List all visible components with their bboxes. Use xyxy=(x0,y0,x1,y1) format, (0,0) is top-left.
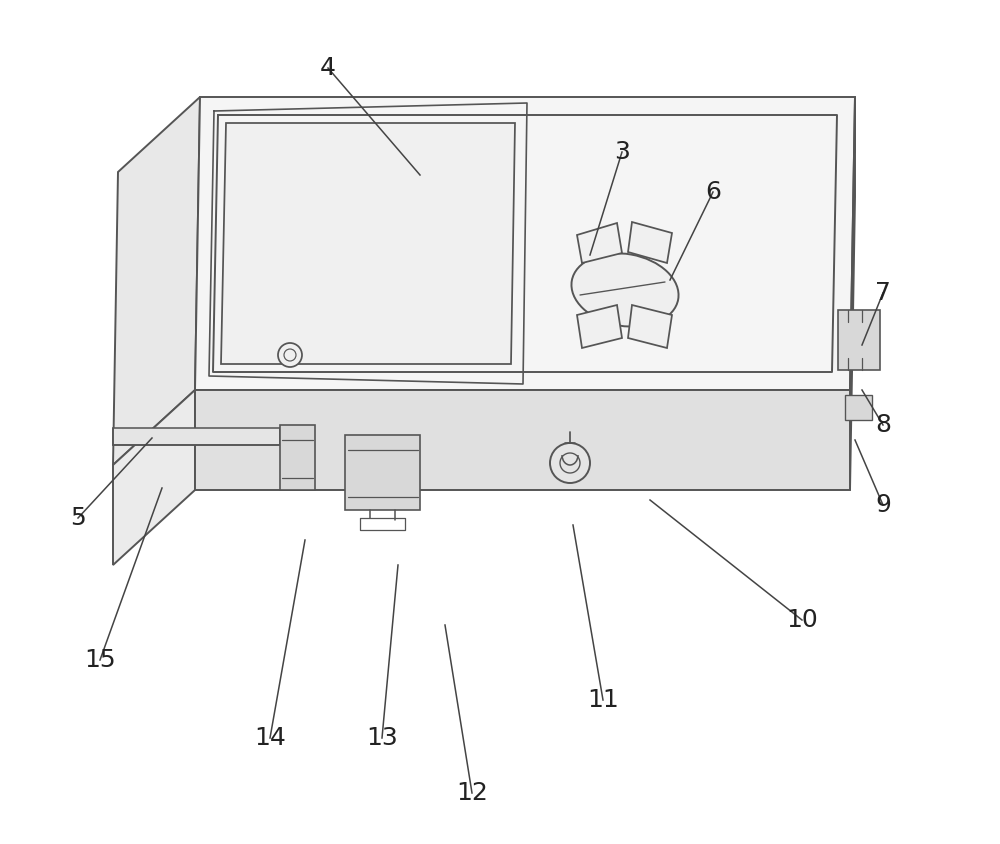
Text: 6: 6 xyxy=(705,180,721,204)
Polygon shape xyxy=(577,305,622,348)
Polygon shape xyxy=(628,305,672,348)
Polygon shape xyxy=(838,310,880,370)
Polygon shape xyxy=(280,425,315,490)
Polygon shape xyxy=(113,97,200,465)
Text: 5: 5 xyxy=(70,506,86,530)
Text: 12: 12 xyxy=(456,781,488,805)
Circle shape xyxy=(550,443,590,483)
Polygon shape xyxy=(850,97,855,490)
Text: 3: 3 xyxy=(614,140,630,164)
Polygon shape xyxy=(628,222,672,263)
Polygon shape xyxy=(577,223,622,263)
Text: 4: 4 xyxy=(320,56,336,80)
Text: 11: 11 xyxy=(587,688,619,712)
Polygon shape xyxy=(221,123,515,364)
Text: 9: 9 xyxy=(875,493,891,517)
Circle shape xyxy=(278,343,302,367)
Text: 14: 14 xyxy=(254,726,286,750)
Text: 10: 10 xyxy=(786,608,818,632)
Ellipse shape xyxy=(571,253,679,327)
Text: 15: 15 xyxy=(84,648,116,672)
Text: 8: 8 xyxy=(875,413,891,437)
Text: 13: 13 xyxy=(366,726,398,750)
Polygon shape xyxy=(195,97,855,390)
Text: 7: 7 xyxy=(875,281,891,305)
Polygon shape xyxy=(113,428,280,445)
Polygon shape xyxy=(845,395,872,420)
Polygon shape xyxy=(113,390,195,565)
Polygon shape xyxy=(195,390,850,490)
Polygon shape xyxy=(345,435,420,510)
